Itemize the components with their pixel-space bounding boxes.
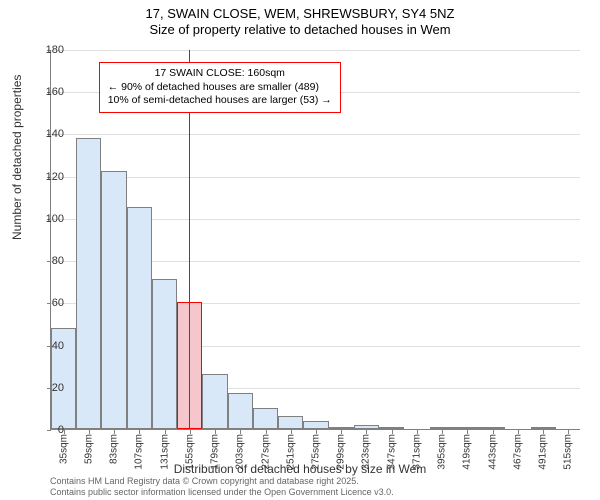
annotation-box: 17 SWAIN CLOSE: 160sqm← 90% of detached … xyxy=(99,62,341,113)
annotation-line: 17 SWAIN CLOSE: 160sqm xyxy=(108,67,332,81)
histogram-bar xyxy=(480,427,505,429)
histogram-bar xyxy=(127,207,152,429)
ytick-label: 120 xyxy=(34,171,64,183)
histogram-bar xyxy=(531,427,556,429)
histogram-bar xyxy=(329,427,354,429)
histogram-bar-highlight xyxy=(177,302,202,429)
credits-line-1: Contains HM Land Registry data © Crown c… xyxy=(50,476,394,487)
ytick-label: 60 xyxy=(34,297,64,309)
histogram-bar xyxy=(152,279,177,429)
histogram-bar xyxy=(379,427,404,429)
chart-title-block: 17, SWAIN CLOSE, WEM, SHREWSBURY, SY4 5N… xyxy=(0,0,600,39)
title-line-2: Size of property relative to detached ho… xyxy=(0,22,600,38)
ytick-label: 80 xyxy=(34,255,64,267)
histogram-bar xyxy=(253,408,278,429)
y-axis-label: Number of detached properties xyxy=(10,75,24,240)
histogram-bar xyxy=(202,374,227,429)
histogram-bar xyxy=(455,427,480,429)
histogram-bar xyxy=(303,421,328,429)
ytick-label: 40 xyxy=(34,340,64,352)
histogram-bar xyxy=(76,138,101,429)
ytick-label: 160 xyxy=(34,86,64,98)
ytick-label: 100 xyxy=(34,213,64,225)
chart-area: 35sqm59sqm83sqm107sqm131sqm155sqm179sqm2… xyxy=(50,50,580,430)
histogram-bar xyxy=(278,416,303,429)
plot-area: 35sqm59sqm83sqm107sqm131sqm155sqm179sqm2… xyxy=(50,50,580,430)
credits-line-2: Contains public sector information licen… xyxy=(50,487,394,498)
annotation-line: 10% of semi-detached houses are larger (… xyxy=(108,94,332,108)
histogram-bar xyxy=(101,171,126,429)
ytick-label: 0 xyxy=(34,424,64,436)
gridline xyxy=(51,134,580,135)
xtick-label: 35sqm xyxy=(58,434,69,464)
gridline xyxy=(51,50,580,51)
ytick-label: 180 xyxy=(34,44,64,56)
gridline xyxy=(51,177,580,178)
annotation-line: ← 90% of detached houses are smaller (48… xyxy=(108,81,332,95)
x-axis-label: Distribution of detached houses by size … xyxy=(0,462,600,476)
histogram-bar xyxy=(228,393,253,429)
credits-block: Contains HM Land Registry data © Crown c… xyxy=(50,476,394,498)
ytick-label: 20 xyxy=(34,382,64,394)
histogram-bar xyxy=(430,427,455,429)
title-line-1: 17, SWAIN CLOSE, WEM, SHREWSBURY, SY4 5N… xyxy=(0,6,600,22)
ytick-label: 140 xyxy=(34,128,64,140)
histogram-bar xyxy=(354,425,379,429)
xtick-label: 83sqm xyxy=(109,434,120,464)
xtick-label: 59sqm xyxy=(83,434,94,464)
